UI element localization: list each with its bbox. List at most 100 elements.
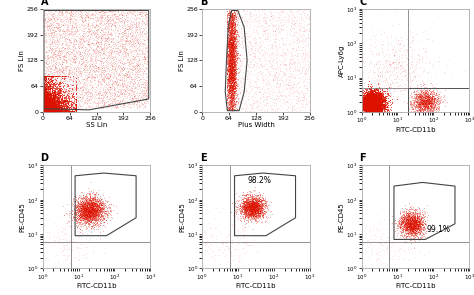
Point (39, 96, 47, 100)
Point (228, 38, 236, 43)
Point (105, 61, 112, 66)
Point (42, 107, 49, 112)
Point (88, 56, 95, 61)
Point (122, 55, 129, 60)
Point (381, 94, 389, 98)
Point (39, 16, 46, 20)
Point (254, 206, 261, 211)
Point (375, 101, 383, 106)
Point (223, 72, 231, 76)
Point (56, 103, 64, 108)
Point (418, 217, 425, 221)
Point (424, 91, 431, 96)
Point (61, 96, 69, 100)
Point (423, 102, 430, 107)
Point (257, 207, 265, 212)
Point (232, 77, 239, 81)
Point (54, 105, 61, 109)
Point (139, 51, 147, 56)
Point (232, 45, 240, 50)
Point (66, 75, 73, 79)
Point (50, 107, 57, 112)
Point (87, 204, 94, 209)
Point (84, 211, 92, 215)
Point (228, 79, 235, 84)
Point (411, 230, 419, 235)
Point (42, 71, 49, 76)
Point (46, 97, 54, 102)
Point (229, 85, 237, 90)
Point (377, 108, 384, 113)
Point (73, 67, 81, 71)
Point (228, 89, 236, 94)
Point (41, 95, 49, 99)
Point (45, 48, 52, 53)
Point (73, 211, 81, 216)
Point (103, 45, 111, 49)
Point (226, 38, 233, 43)
Point (366, 93, 374, 98)
Point (368, 249, 376, 254)
Point (270, 53, 278, 58)
Point (225, 93, 232, 97)
Point (228, 45, 236, 49)
Point (379, 100, 386, 105)
Point (46, 109, 54, 114)
Point (230, 89, 238, 94)
Point (246, 207, 253, 212)
Point (364, 93, 372, 97)
Point (224, 15, 232, 20)
Point (358, 102, 365, 107)
Point (424, 95, 431, 100)
Point (358, 55, 365, 60)
Point (425, 99, 432, 104)
Point (358, 263, 365, 268)
Point (40, 107, 48, 112)
Point (88, 212, 95, 217)
Point (89, 211, 96, 216)
Point (126, 41, 133, 45)
Point (404, 217, 412, 222)
Point (379, 39, 387, 43)
Point (76, 39, 84, 44)
Point (414, 89, 422, 94)
Point (104, 13, 112, 18)
Point (93, 221, 100, 226)
Point (366, 103, 374, 107)
Point (43, 109, 51, 114)
Point (52, 108, 60, 113)
Point (243, 197, 250, 202)
Point (43, 100, 50, 105)
Point (244, 207, 251, 212)
Point (412, 94, 419, 99)
Point (40, 107, 47, 112)
Point (245, 207, 253, 212)
Point (417, 211, 424, 216)
Point (105, 49, 112, 54)
Point (49, 108, 56, 112)
Point (206, 246, 214, 251)
Point (255, 214, 262, 219)
Point (144, 92, 151, 97)
Point (244, 199, 251, 204)
Point (370, 93, 377, 98)
Point (39, 109, 47, 114)
Point (45, 103, 53, 108)
Point (47, 104, 55, 109)
Point (79, 18, 87, 23)
Point (41, 103, 49, 108)
Point (375, 94, 383, 99)
Point (120, 41, 128, 46)
Point (79, 29, 86, 34)
Point (45, 53, 52, 58)
Point (411, 104, 419, 109)
Point (366, 90, 374, 95)
Point (229, 30, 237, 34)
Point (228, 22, 236, 27)
Point (359, 95, 367, 99)
Point (229, 103, 237, 107)
Point (264, 74, 272, 79)
Point (130, 38, 137, 43)
Point (252, 198, 260, 203)
Point (258, 209, 266, 214)
